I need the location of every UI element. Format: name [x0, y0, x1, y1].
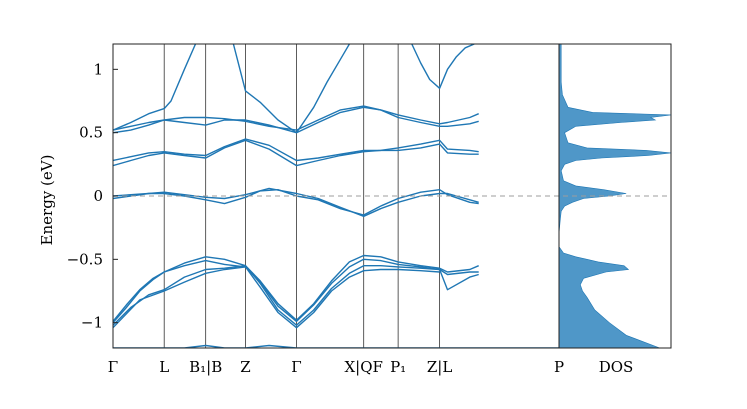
- x-tick-label: P: [554, 358, 564, 376]
- band-line: [113, 266, 440, 329]
- y-tick-label: −1: [81, 314, 103, 332]
- dos-axes-frame: [558, 43, 672, 349]
- y-tick-label: −0.5: [67, 250, 103, 268]
- y-tick-label: 0: [93, 187, 103, 205]
- band-lines-layer: [113, 44, 559, 348]
- dos-label: DOS: [599, 358, 634, 376]
- band-line: [113, 258, 479, 323]
- x-tick-label: Γ: [291, 358, 301, 376]
- band-line: [113, 106, 479, 134]
- band-line: [411, 44, 475, 89]
- axes-layer: 1 0.5 0 −0.5 −1 Γ L B₁|B Z Γ X|QF P₁ Z|L P: [67, 43, 672, 376]
- band-line: [113, 187, 479, 217]
- x-tick-label: Z|L: [427, 358, 452, 376]
- x-tick-label: L: [159, 358, 169, 376]
- band-line: [113, 44, 197, 131]
- y-tick-label: 0.5: [79, 124, 103, 142]
- x-tick-label: P₁: [390, 358, 406, 376]
- dos-area: [559, 44, 671, 348]
- x-tick-label: B₁|B: [189, 358, 222, 376]
- x-tick-label: X|QF: [344, 358, 382, 376]
- x-tick-label: Z: [240, 358, 250, 376]
- band-line: [113, 265, 479, 326]
- x-tick-label: Γ: [108, 358, 118, 376]
- y-axis-label: Energy (eV): [38, 155, 56, 246]
- y-tick-label: 1: [93, 60, 103, 78]
- dos-panel: [559, 44, 671, 348]
- band-line: [113, 139, 479, 167]
- band-line: [113, 105, 479, 131]
- band-line: [113, 138, 479, 162]
- band-line: [232, 44, 351, 134]
